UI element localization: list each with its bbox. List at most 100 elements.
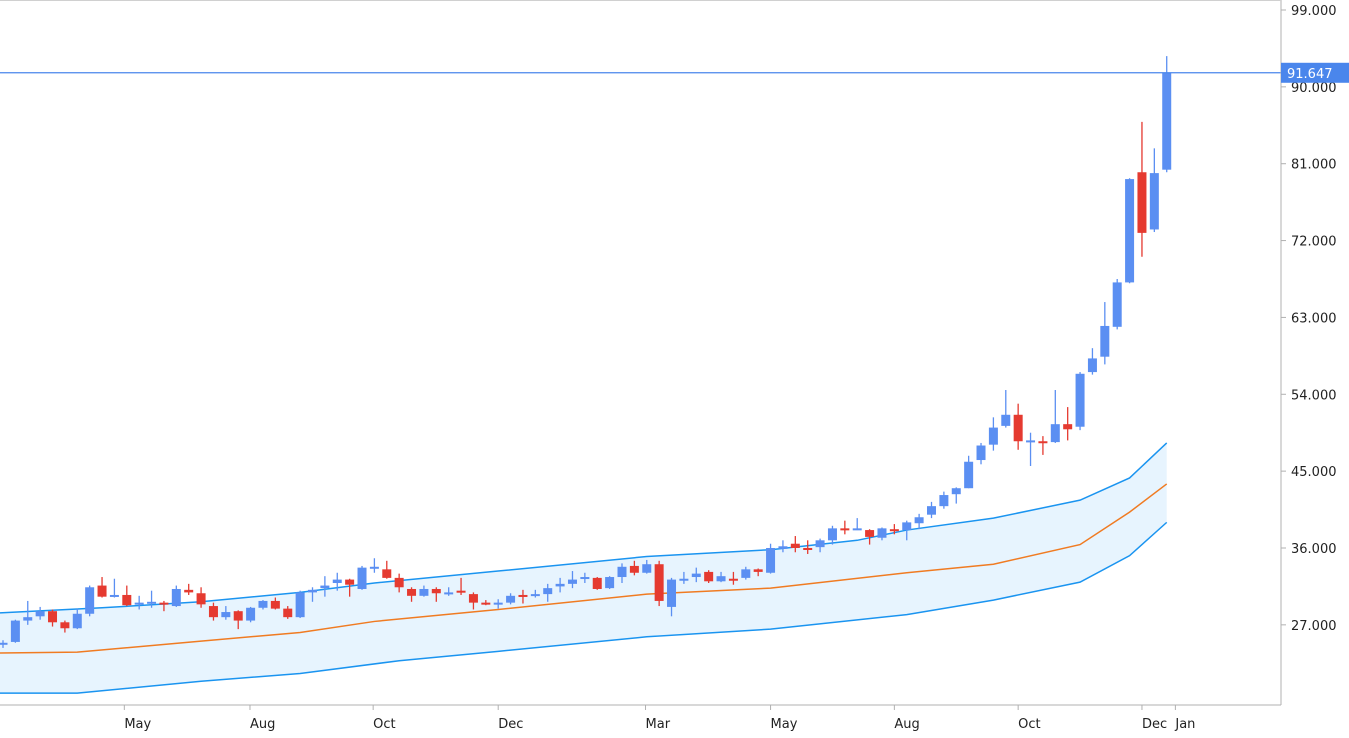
candle-down — [1038, 436, 1048, 455]
candle-body — [592, 577, 602, 589]
candle-up — [1001, 390, 1011, 428]
current-price-tag: 91.647 — [1281, 62, 1349, 83]
candle-up — [109, 578, 119, 598]
candle-up — [852, 518, 862, 531]
candle-body — [134, 602, 144, 605]
candle-down — [48, 609, 58, 627]
candle-body — [518, 594, 528, 597]
x-tick-label: Mar — [646, 717, 671, 732]
candle-up — [295, 590, 305, 619]
x-axis-ticks: May Aug Oct Dec Mar May Aug Oct Dec Jan — [123, 705, 1195, 732]
candle-up — [1050, 390, 1060, 443]
y-tick-label: 63.000 — [1291, 311, 1337, 326]
candle-up — [964, 455, 974, 489]
candle-up — [902, 520, 912, 541]
candle-up — [1075, 372, 1085, 431]
candle-body — [122, 594, 132, 606]
candle-body — [208, 606, 218, 618]
candle-body — [184, 589, 194, 593]
candle-body — [766, 547, 776, 573]
candle-down — [790, 536, 800, 553]
candle-body — [939, 495, 949, 507]
candle-body — [147, 601, 157, 604]
candle-body — [815, 540, 825, 548]
candle-body — [506, 595, 516, 603]
candle-down — [456, 577, 466, 595]
bollinger-bands — [0, 442, 1168, 694]
upper-band-line — [0, 442, 1168, 614]
candle-up — [1112, 278, 1122, 330]
candle-down — [208, 602, 218, 621]
candle-down — [889, 524, 899, 535]
candle-body — [728, 578, 738, 581]
candle-body — [927, 506, 936, 515]
candle-body — [667, 579, 677, 607]
candle-down — [865, 529, 875, 545]
candle-up — [10, 619, 20, 643]
candle-up — [827, 525, 837, 545]
candle-body — [1075, 373, 1085, 427]
candle-down — [1137, 121, 1147, 257]
candle-body — [877, 528, 887, 538]
candle-down — [753, 568, 763, 577]
candle-up — [716, 571, 726, 583]
candle-down — [803, 540, 813, 554]
candle-down — [629, 560, 639, 576]
candle-up — [23, 600, 33, 625]
candle-body — [60, 622, 70, 629]
candle-body — [629, 565, 639, 573]
candle-body — [246, 607, 256, 621]
candle-body — [481, 602, 491, 605]
candle-up — [642, 559, 652, 574]
candle-down — [1013, 403, 1023, 450]
candle-body — [827, 528, 837, 541]
x-tick-label: May — [124, 717, 151, 732]
candle-up — [357, 565, 367, 590]
candle-down — [518, 589, 528, 604]
candle-up — [35, 606, 45, 620]
candle-up — [914, 513, 924, 530]
candle-body — [654, 564, 664, 601]
candle-up — [85, 585, 95, 617]
candle-down — [394, 573, 404, 593]
candle-up — [567, 571, 577, 589]
axes — [0, 0, 1282, 706]
candle-body — [1013, 414, 1023, 442]
candle-body — [23, 617, 33, 621]
candle-body — [988, 427, 998, 445]
candle-up — [543, 583, 553, 602]
candle-body — [295, 592, 305, 618]
candle-body — [468, 594, 478, 603]
x-tick-label: Oct — [373, 717, 395, 732]
candle-body — [1137, 172, 1147, 233]
candle-down — [122, 585, 132, 607]
candle-body — [555, 583, 565, 587]
candle-up — [580, 572, 590, 584]
candle-body — [221, 612, 231, 618]
candle-body — [1001, 414, 1011, 426]
candle-up — [308, 587, 317, 602]
candle-body — [171, 588, 181, 607]
candle-body — [976, 445, 986, 461]
candle-up — [221, 606, 231, 620]
candle-down — [407, 587, 417, 602]
candle-body — [1112, 282, 1122, 327]
candle-up — [1100, 302, 1110, 365]
candle-down — [270, 597, 280, 610]
candle-up — [927, 501, 936, 519]
middle-band-line — [0, 483, 1168, 654]
candle-body — [1050, 424, 1060, 443]
candle-body — [964, 461, 974, 489]
candle-body — [716, 576, 726, 582]
candle-body — [493, 602, 503, 605]
candle-body — [196, 593, 206, 605]
candle-up — [369, 558, 379, 573]
candle-body — [308, 589, 317, 593]
candle-up — [134, 595, 144, 610]
candle-body — [741, 569, 751, 578]
candle-body — [1026, 440, 1036, 443]
candle-body — [605, 577, 615, 589]
candle-up — [332, 572, 342, 591]
candle-up — [0, 640, 8, 648]
candle-down — [196, 587, 206, 608]
